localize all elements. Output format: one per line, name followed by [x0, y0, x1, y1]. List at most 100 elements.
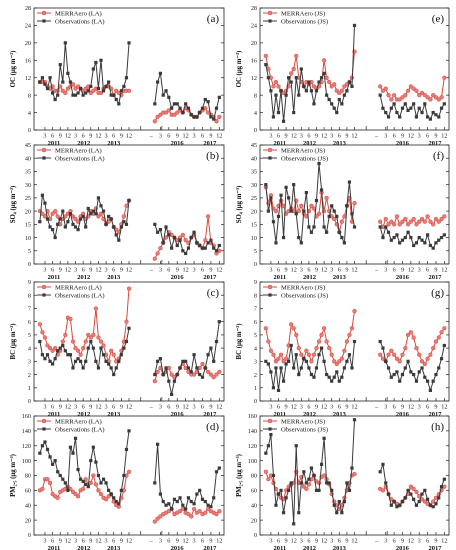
observation-point: [378, 225, 382, 229]
observation-point: [156, 359, 160, 363]
observation-point: [400, 238, 405, 242]
x-tick-label: 9: [176, 404, 179, 411]
x-tick-label: 9: [120, 133, 123, 140]
merraero-point: [339, 219, 344, 224]
x-tick-label: 6: [393, 538, 396, 545]
merraero-point: [191, 372, 197, 377]
observation-point: [434, 372, 438, 377]
observation-point: [167, 379, 171, 383]
panel-label: (a): [207, 13, 220, 25]
merraero-point: [332, 216, 337, 222]
merraero-point: [400, 352, 405, 357]
observation-point: [61, 80, 65, 84]
observation-point: [281, 235, 286, 240]
year-label: 2013: [107, 274, 121, 281]
x-tick-label: 9: [89, 538, 92, 545]
merraero-point: [217, 369, 222, 375]
legend-merraero-marker: [41, 284, 47, 290]
observation-point: [266, 362, 270, 366]
merraero-point: [278, 352, 284, 357]
legend-observations-marker: [42, 19, 46, 23]
y-axis-label: OC (μg m⁻³): [10, 51, 17, 88]
observation-point: [319, 76, 324, 80]
merraero-point: [422, 219, 427, 224]
observation-point: [107, 80, 111, 84]
observation-point: [91, 209, 95, 213]
legend-merraero-label: MERRAero (JS): [281, 284, 325, 291]
merraero-point: [422, 361, 427, 367]
observation-point: [325, 372, 329, 377]
x-tick-label: 6: [167, 538, 170, 545]
x-tick-label: 12: [321, 404, 327, 411]
observation-point: [89, 459, 93, 463]
y-tick-label: 5: [28, 332, 31, 339]
observation-point: [442, 233, 446, 237]
observation-point: [386, 115, 391, 119]
observation-point: [347, 180, 352, 184]
observation-point: [304, 359, 308, 363]
x-tick-label: 12: [441, 133, 447, 140]
merraero-point: [394, 356, 400, 361]
observation-point: [158, 357, 163, 361]
observation-point: [212, 117, 216, 121]
merraero-point: [189, 514, 194, 519]
panel-label: (d): [206, 421, 219, 433]
merraero-point: [40, 486, 45, 492]
panel-label: (c): [207, 287, 220, 299]
observation-point: [189, 370, 193, 374]
observation-point: [206, 241, 210, 245]
observation-point: [284, 362, 288, 366]
observation-point: [330, 204, 334, 208]
merraero-point: [291, 66, 296, 72]
merraero-point: [45, 343, 50, 348]
x-tick-label: 12: [183, 538, 189, 545]
x-tick-label: 3: [300, 133, 303, 140]
merraero-point: [289, 322, 294, 327]
merraero-point: [321, 326, 327, 331]
merraero-point: [96, 214, 101, 219]
merraero-point: [321, 58, 327, 63]
x-tick-label: 3: [159, 538, 162, 545]
observation-point: [271, 115, 276, 119]
x-tick-label: 12: [126, 133, 132, 140]
observation-point: [124, 339, 129, 344]
observation-point: [294, 212, 298, 216]
legend-merraero-label: MERRAero (JS): [281, 10, 325, 17]
observation-point: [164, 503, 168, 507]
observation-point: [269, 196, 273, 200]
merraero-point: [442, 214, 447, 219]
merraero-point: [380, 488, 386, 493]
observation-point: [86, 206, 90, 211]
observation-point: [345, 204, 349, 208]
merraero-point: [316, 339, 322, 344]
observation-point: [381, 462, 385, 466]
y-tick-label: 5: [254, 332, 257, 339]
legend-observations-marker: [42, 427, 46, 431]
observation-point: [81, 479, 85, 484]
merraero-point: [83, 339, 88, 344]
merraero-point: [124, 319, 129, 324]
observation-point: [392, 499, 396, 504]
x-tick-label: 6: [307, 267, 310, 274]
merraero-point: [155, 516, 160, 521]
observation-point: [38, 220, 42, 224]
observation-point: [309, 466, 314, 470]
observation-point: [299, 67, 303, 71]
y-tick-label: 16: [251, 57, 257, 64]
observation-point: [409, 370, 413, 374]
merraero-point: [172, 112, 177, 117]
legend-observations-label: Observations (LA): [55, 292, 105, 299]
observation-point: [271, 473, 276, 478]
y-tick-label: 9: [28, 279, 31, 286]
observation-point: [61, 477, 65, 481]
observation-point: [400, 499, 405, 504]
observation-point: [264, 451, 268, 455]
x-tick-label: 9: [120, 538, 123, 545]
merraero-point: [436, 97, 441, 102]
observation-point: [50, 228, 55, 232]
legend-observations-marker: [268, 293, 272, 297]
x-tick-label: –: [149, 133, 154, 140]
observation-point: [48, 225, 52, 229]
observation-point: [158, 71, 163, 75]
